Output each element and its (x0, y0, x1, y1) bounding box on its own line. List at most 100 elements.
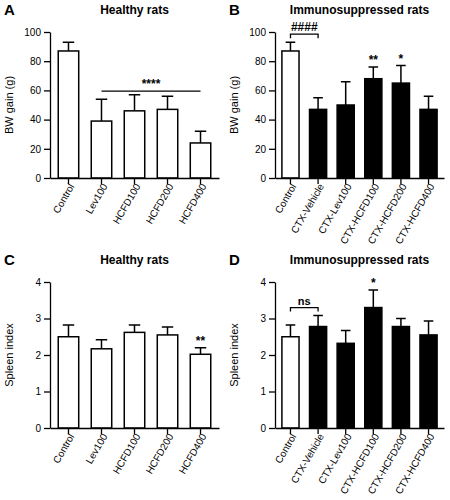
y-tick-mark (269, 61, 275, 62)
error-bar (129, 325, 140, 332)
panel: AHealthy rats020406080100ControlLev100HC… (3, 1, 220, 226)
y-tick-mark (269, 32, 275, 33)
error-bar (129, 95, 140, 111)
x-tick: Lev100 (84, 428, 110, 466)
y-tick-mark (44, 355, 50, 356)
marks (282, 290, 437, 428)
bar (91, 349, 111, 428)
figure: AHealthy rats020406080100ControlLev100HC… (0, 0, 450, 500)
y-axis-line (275, 33, 276, 179)
error-bar (424, 321, 434, 335)
y-tick: 0 (35, 423, 50, 434)
y-tick: 100 (249, 27, 275, 38)
y-tick-label: 4 (35, 277, 41, 288)
plot-area: 01234ControlCTX-VehicleCTX-Lev100CTX-HCF… (260, 276, 444, 496)
x-tick: Control (51, 428, 77, 465)
panel: BImmunosuppressed rats020406080100Contro… (228, 1, 445, 246)
y-axis-line (50, 283, 51, 429)
x-tick-label: HCFD200 (144, 431, 176, 475)
annotations: ** (196, 334, 206, 348)
error-bar (369, 290, 379, 308)
x-tick-label: HCFD100 (111, 431, 143, 475)
y-tick-mark (269, 119, 275, 120)
y-tick-label: 0 (260, 173, 266, 184)
panel-label: A (4, 1, 15, 18)
bar (91, 121, 111, 178)
x-axis: ControlLev100HCFD100HCFD200HCFD400 (51, 428, 220, 476)
y-tick-mark (269, 282, 275, 283)
x-tick-label: Lev100 (84, 181, 110, 215)
y-tick-label: 40 (255, 114, 267, 125)
y-axis-line (50, 33, 51, 179)
bar (392, 327, 409, 428)
x-tick-label: Control (51, 432, 77, 465)
y-tick-mark (44, 149, 50, 150)
significance-label: **** (142, 77, 161, 91)
y-tick: 60 (255, 85, 275, 96)
chart-title: Healthy rats (100, 3, 169, 17)
x-tick-label: CTX-HCFD400 (393, 431, 437, 496)
error-bar (286, 42, 296, 51)
y-tick-mark (44, 119, 50, 120)
x-tick: CTX-HCFD400 (393, 178, 437, 246)
y-axis-title: BW gain (g) (228, 76, 240, 134)
x-tick-label: HCFD200 (144, 181, 176, 225)
x-axis-line (276, 178, 445, 179)
bar (365, 308, 382, 428)
y-axis: 01234 (260, 277, 275, 434)
plot-area: 020406080100ControlLev100HCFD100HCFD200H… (24, 27, 219, 226)
y-tick-label: 100 (24, 27, 41, 38)
y-tick-mark (44, 178, 50, 179)
x-tick-label: HCFD100 (111, 181, 143, 225)
significance-bracket (290, 34, 318, 38)
x-tick: HCFD100 (111, 428, 143, 476)
y-tick: 4 (35, 277, 50, 288)
y-tick: 2 (35, 350, 50, 361)
bar (124, 111, 144, 178)
y-tick-label: 20 (255, 144, 267, 155)
y-tick-label: 100 (249, 27, 266, 38)
error-bar (162, 96, 173, 109)
error-bar (396, 319, 406, 327)
bar (420, 109, 437, 178)
bar (157, 109, 177, 178)
error-bar (313, 316, 323, 327)
panel: CHealthy rats01234ControlLev100HCFD100HC… (3, 251, 220, 476)
significance-label: * (371, 276, 376, 290)
y-axis-title: Spleen index (3, 323, 15, 387)
y-tick-mark (269, 90, 275, 91)
x-tick: Control (273, 428, 299, 465)
y-tick: 3 (35, 313, 50, 324)
y-tick: 20 (30, 144, 50, 155)
y-tick: 100 (24, 27, 50, 38)
error-bar (341, 82, 351, 105)
x-tick-label: CTX-HCFD400 (393, 181, 437, 246)
y-tick-mark (44, 428, 50, 429)
bar (337, 343, 354, 428)
x-tick: Control (51, 178, 77, 215)
error-bar (341, 331, 351, 344)
bar (190, 354, 210, 428)
error-bar (195, 131, 206, 143)
bar (420, 335, 437, 428)
y-tick-mark (44, 61, 50, 62)
plot-area: 01234ControlLev100HCFD100HCFD200HCFD400*… (35, 277, 219, 476)
y-tick-mark (44, 318, 50, 319)
y-tick-mark (44, 391, 50, 392)
y-axis: 020406080100 (24, 27, 50, 184)
bar (58, 51, 78, 178)
y-axis-title: Spleen index (228, 323, 240, 387)
chart-title: Healthy rats (100, 253, 169, 267)
panel-label: C (4, 251, 15, 268)
y-tick-mark (44, 90, 50, 91)
x-tick: HCFD400 (177, 178, 209, 226)
error-bar (313, 98, 323, 110)
panel-label: D (229, 251, 240, 268)
x-tick-label: HCFD400 (177, 181, 209, 225)
y-tick-label: 0 (35, 173, 41, 184)
significance-label: #### (291, 20, 318, 34)
significance-label: ** (369, 53, 379, 67)
chart-title: Immunosuppressed rats (290, 253, 430, 267)
error-bar (162, 327, 173, 335)
marks (282, 42, 437, 178)
